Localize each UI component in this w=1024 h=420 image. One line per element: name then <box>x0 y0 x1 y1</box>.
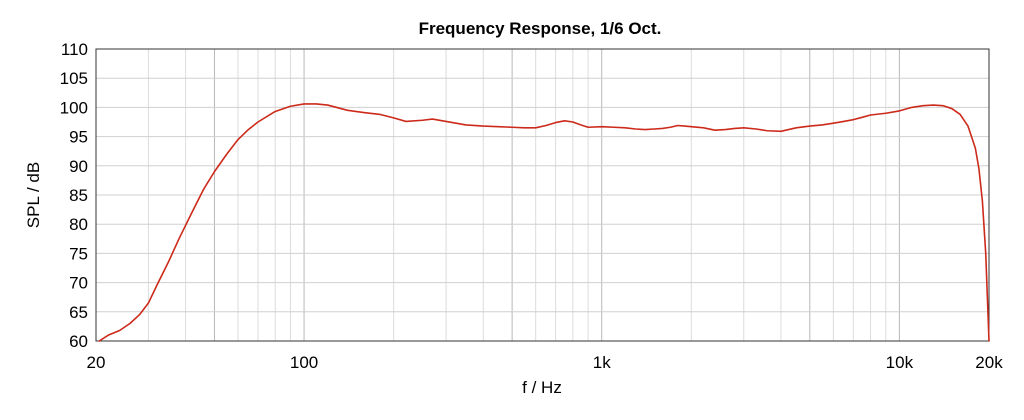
x-tick-label: 20k <box>975 353 1003 372</box>
plot-frame <box>95 48 990 342</box>
y-tick-label: 100 <box>60 98 88 117</box>
chart-title: Frequency Response, 1/6 Oct. <box>419 19 662 38</box>
frequency-response-line <box>98 103 990 342</box>
y-tick-label: 105 <box>60 69 88 88</box>
y-tick-label: 95 <box>69 128 88 147</box>
x-tick-label: 1k <box>593 353 611 372</box>
y-tick-label: 70 <box>69 274 88 293</box>
x-tick-labels: 20 100 1k 10k 20k <box>87 353 1004 372</box>
y-tick-labels: 60 65 70 75 80 85 90 95 100 105 110 <box>60 40 88 351</box>
y-tick-label: 110 <box>61 40 88 59</box>
series-lines <box>98 103 990 342</box>
y-axis-label: SPL / dB <box>24 162 43 228</box>
y-tick-label: 80 <box>69 215 88 234</box>
y-tick-label: 60 <box>69 332 88 351</box>
x-axis-label: f / Hz <box>522 378 562 397</box>
y-tick-label: 75 <box>69 244 88 263</box>
y-tick-label: 90 <box>69 157 88 176</box>
x-tick-label: 10k <box>886 353 914 372</box>
x-tick-label: 20 <box>87 353 106 372</box>
x-tick-label: 100 <box>290 353 318 372</box>
grid-lines <box>96 49 989 341</box>
y-tick-label: 65 <box>69 303 88 322</box>
y-tick-label: 85 <box>69 186 88 205</box>
